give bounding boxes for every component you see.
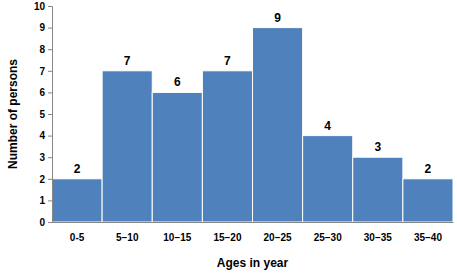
tick-label: 6 xyxy=(39,87,45,98)
bars xyxy=(52,28,453,222)
chart: 0 1 2 3 4 5 6 7 8 9 10 0-5 5−10 10−15 15−20 20−25 25−30 3… xyxy=(0,0,457,274)
tick-mark xyxy=(48,6,52,7)
tick-mark xyxy=(48,114,52,115)
tick-mark xyxy=(48,136,52,137)
data-label: 4 xyxy=(324,119,331,133)
tick: 6 xyxy=(39,87,52,98)
tick-mark xyxy=(48,157,52,158)
tick: 3 xyxy=(39,152,52,163)
data-label: 2 xyxy=(74,162,81,176)
plot-area: 0 1 2 3 4 5 6 7 8 9 10 0-5 5−10 10−15 15−20 20−25 25−30 3… xyxy=(34,1,454,243)
bar xyxy=(202,71,252,222)
tick-label: 3 xyxy=(39,152,45,163)
bar xyxy=(253,28,303,222)
tick-label: 5 xyxy=(39,109,45,120)
bar xyxy=(52,179,102,222)
tick-label: 2 xyxy=(39,174,45,185)
tick-label: 4 xyxy=(39,130,45,141)
tick: 35−40 xyxy=(414,222,443,243)
axis-line xyxy=(53,222,454,223)
tick-mark xyxy=(48,200,52,201)
tick: 5−10 xyxy=(116,222,139,243)
tick-label: 30−35 xyxy=(364,232,393,243)
tick-label: 15−20 xyxy=(213,232,242,243)
tick: 4 xyxy=(39,130,52,141)
data-label: 2 xyxy=(425,162,432,176)
data-label: 3 xyxy=(374,140,381,154)
tick-label: 0-5 xyxy=(70,232,85,243)
tick-mark xyxy=(48,179,52,180)
bar xyxy=(303,136,353,222)
tick-label: 7 xyxy=(39,66,45,77)
tick: 5 xyxy=(39,109,52,120)
tick: 10 xyxy=(34,1,52,12)
tick-label: 1 xyxy=(39,195,45,206)
data-label: 7 xyxy=(124,54,131,68)
tick: 15−20 xyxy=(213,222,242,243)
x-axis: 0-5 5−10 10−15 15−20 20−25 25−30 30−35 35−40 xyxy=(53,222,454,243)
tick: 0 xyxy=(39,217,52,228)
tick-mark xyxy=(48,71,52,72)
tick-label: 35−40 xyxy=(414,232,443,243)
tick: 30−35 xyxy=(364,222,393,243)
tick: 25−30 xyxy=(314,222,343,243)
tick: 2 xyxy=(39,174,52,185)
axis-line xyxy=(48,7,53,223)
tick: 0-5 xyxy=(70,222,85,243)
tick-mark xyxy=(48,49,52,50)
tick-label: 10−15 xyxy=(163,232,192,243)
bar xyxy=(102,71,152,222)
tick-label: 8 xyxy=(39,44,45,55)
tick-label: 5−10 xyxy=(116,232,139,243)
y-axis: 0 1 2 3 4 5 6 7 8 9 10 xyxy=(34,1,53,228)
data-labels: 2 7 6 7 9 4 3 2 xyxy=(74,11,432,176)
bar xyxy=(353,157,403,222)
tick-label: 10 xyxy=(34,1,46,12)
tick-mark xyxy=(48,92,52,93)
tick-mark xyxy=(48,222,52,223)
tick-label: 9 xyxy=(39,22,45,33)
tick: 1 xyxy=(39,195,52,206)
data-label: 9 xyxy=(274,11,281,25)
tick-mark xyxy=(48,28,52,29)
data-label: 7 xyxy=(224,54,231,68)
tick: 8 xyxy=(39,44,52,55)
tick-label: 0 xyxy=(39,217,45,228)
tick: 7 xyxy=(39,66,52,77)
tick-label: 25−30 xyxy=(314,232,343,243)
tick: 20−25 xyxy=(264,222,293,243)
data-label: 6 xyxy=(174,75,181,89)
tick: 9 xyxy=(39,22,52,33)
bar xyxy=(403,179,453,222)
y-axis-title: Number of persons xyxy=(6,59,20,169)
x-axis-title: Ages in year xyxy=(217,256,289,270)
tick: 10−15 xyxy=(163,222,192,243)
bar xyxy=(152,92,202,222)
tick-label: 20−25 xyxy=(264,232,293,243)
